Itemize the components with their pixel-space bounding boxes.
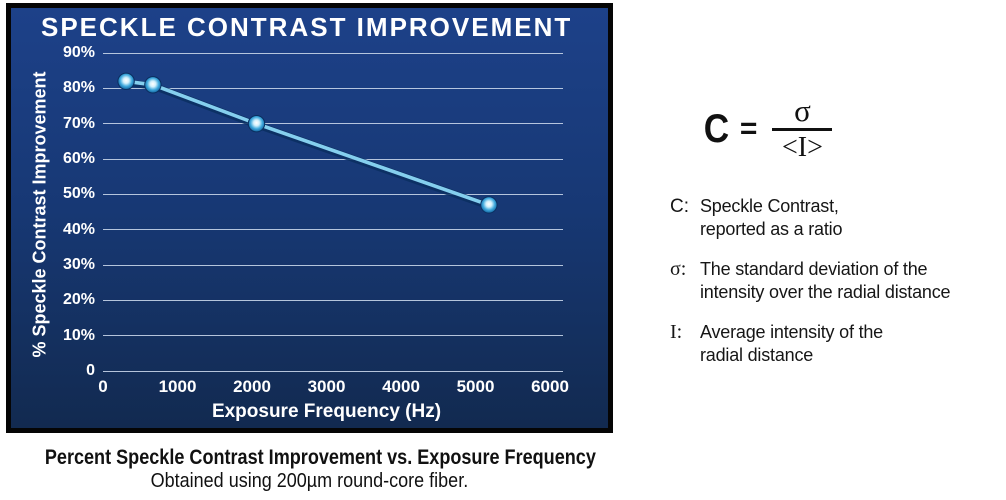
x-tick-1000: 1000	[158, 377, 197, 396]
formula-equals: =	[739, 111, 758, 145]
definition-i: I: Average intensity of the radial dista…	[670, 321, 1002, 367]
gridline-30%	[103, 264, 563, 266]
formula-numerator-sigma: σ	[794, 93, 811, 128]
x-tick-6000: 6000	[531, 377, 569, 396]
formula-lhs: C	[703, 106, 730, 151]
variable-definitions: C: Speckle Contrast, reported as a ratio…	[670, 195, 1002, 384]
caption-subtitle: Obtained using 200µm round-core fiber.	[150, 470, 468, 492]
gridline-80%	[103, 87, 563, 89]
gridline-60%	[103, 158, 563, 160]
gridline-10%	[103, 335, 563, 337]
x-tick-5000: 5000	[456, 377, 495, 396]
definition-c: C: Speckle Contrast, reported as a ratio	[670, 195, 1002, 241]
chart-title: SPECKLE CONTRAST IMPROVEMENT	[41, 12, 573, 42]
gridline-40%	[103, 229, 563, 231]
x-tick-2000: 2000	[233, 377, 271, 396]
data-series	[117, 72, 498, 214]
definition-c-text: Speckle Contrast, reported as a ratio	[700, 196, 843, 239]
y-tick-20%: 20%	[62, 291, 95, 309]
series-line	[124, 79, 491, 207]
definition-sigma-text: The standard deviation of the intensity …	[700, 259, 951, 302]
formula-fraction: σ <I>	[772, 93, 833, 163]
y-tick-60%: 60%	[62, 150, 95, 167]
data-point-310hz	[117, 72, 135, 90]
y-tick-90%: 90%	[62, 44, 95, 61]
gridline-0	[103, 370, 563, 372]
figure-caption: Percent Speckle Contrast Improvement vs.…	[0, 446, 618, 493]
gridline-70%	[103, 123, 563, 125]
definition-sigma-label: σ:	[670, 258, 687, 280]
x-tick-0: 0	[98, 377, 108, 396]
y-tick-80%: 80%	[62, 79, 95, 97]
speckle-contrast-formula: C = σ <I>	[702, 93, 833, 163]
fraction-bar	[772, 128, 833, 131]
x-axis-title: Exposure Frequency (Hz)	[211, 401, 442, 422]
x-tick-4000: 4000	[382, 377, 420, 396]
y-tick-50%: 50%	[62, 185, 95, 203]
definition-i-text: Average intensity of the radial distance	[700, 322, 883, 365]
plot-area	[103, 52, 563, 372]
data-point-2060hz	[247, 114, 266, 133]
gridline-50%	[103, 193, 563, 195]
y-tick-10%: 10%	[62, 326, 95, 344]
data-point-5180hz	[480, 196, 498, 214]
gridline-90%	[103, 52, 563, 54]
data-point-670hz	[144, 76, 162, 94]
definition-c-label: C:	[670, 196, 689, 217]
definition-i-label: I:	[670, 321, 683, 343]
x-tick-3000: 3000	[307, 377, 346, 396]
y-axis-title: % Speckle Contrast Improvement	[29, 71, 50, 358]
y-tick-0: 0	[86, 362, 95, 379]
gridline-20%	[103, 299, 563, 301]
definition-sigma: σ: The standard deviation of the intensi…	[670, 258, 1002, 304]
speckle-contrast-chart: SPECKLE CONTRAST IMPROVEMENT % Speckle C…	[6, 3, 613, 433]
caption-title: Percent Speckle Contrast Improvement vs.…	[44, 446, 596, 469]
y-tick-30%: 30%	[62, 256, 95, 273]
y-tick-70%: 70%	[62, 114, 95, 132]
formula-denominator-mean-intensity: <I>	[781, 132, 823, 163]
y-tick-40%: 40%	[62, 220, 95, 238]
